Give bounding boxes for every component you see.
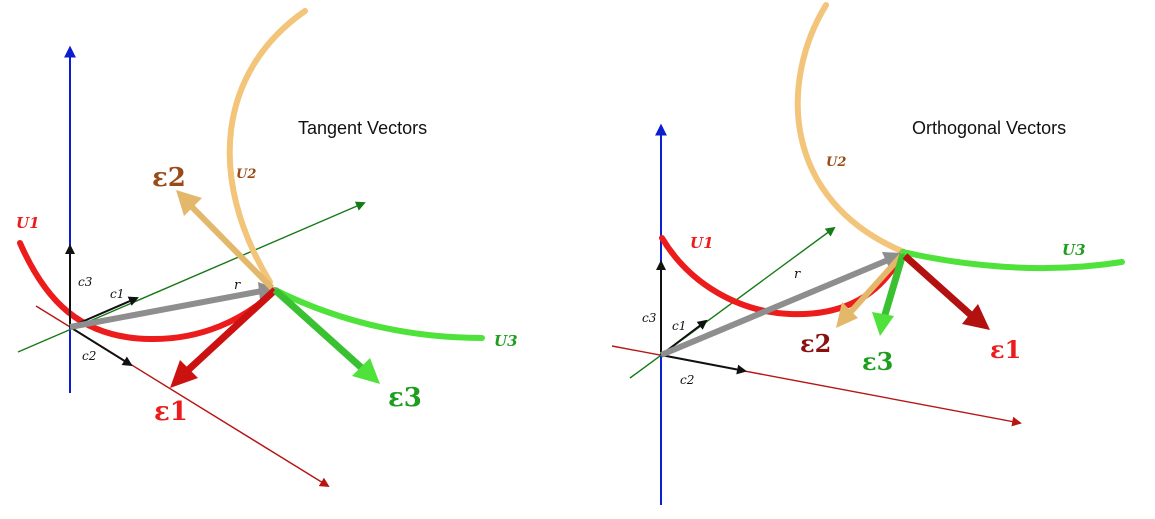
u1-label: U1 (16, 214, 40, 232)
epsilon-3-vector (272, 287, 367, 373)
u2-label: U2 (236, 167, 256, 182)
epsilon-1-vector (183, 287, 278, 375)
u3-curve (900, 249, 1125, 272)
epsilon-3-vector (880, 253, 907, 319)
position-r-label: r (234, 278, 241, 293)
position-vector-r-head (258, 282, 278, 300)
epsilon-2-label: ε2 (800, 329, 831, 358)
position-r-label: r (794, 267, 801, 282)
epsilon-1-label: ε1 (990, 335, 1021, 364)
basis-c2-label: c2 (82, 349, 96, 363)
basis-c2-label: c2 (680, 373, 694, 387)
u2-label: U2 (826, 155, 846, 170)
u2-curve (794, 2, 907, 255)
epsilon-1-label: ε1 (154, 397, 188, 427)
epsilon-3-label: ε3 (862, 347, 893, 376)
epsilon-3-head (872, 312, 894, 336)
epsilon-2-label: ε2 (152, 163, 186, 193)
epsilon-3-label: ε3 (388, 383, 422, 413)
basis-c2 (69, 326, 133, 367)
u1-label: U1 (690, 234, 714, 252)
u3-label: U3 (494, 332, 518, 350)
epsilon-2-head (176, 190, 202, 216)
epsilon-3-head (352, 358, 380, 384)
basis-c1-label: c1 (672, 319, 686, 333)
epsilon-1-vector (902, 253, 975, 319)
position-vector-r (69, 288, 263, 330)
u1-curve (17, 240, 278, 343)
epsilon-1-head (962, 304, 990, 330)
u3-curve (272, 287, 485, 341)
basis-c1-label: c1 (110, 287, 124, 301)
u3-label: U3 (1062, 241, 1086, 259)
tangent-panel: Tangent Vectors U1 U2 U3 ε2 ε1 ε3 c3 c1 … (16, 8, 518, 488)
basis-c3-label: c3 (78, 275, 93, 289)
epsilon-1-head (170, 360, 198, 388)
orthogonal-panel: Orthogonal Vectors U1 U2 U3 ε2 ε3 ε1 c3 … (611, 2, 1125, 505)
epsilon-2-vector (189, 204, 275, 291)
basis-c3-label: c3 (642, 311, 657, 325)
position-vector-r (659, 257, 890, 358)
u2-curve (226, 8, 308, 285)
panel-title: Orthogonal Vectors (912, 118, 1066, 138)
epsilon-2-head (836, 302, 858, 328)
basis-c2 (660, 354, 747, 375)
epsilon-2-vector (845, 251, 906, 318)
panel-title: Tangent Vectors (298, 118, 427, 138)
